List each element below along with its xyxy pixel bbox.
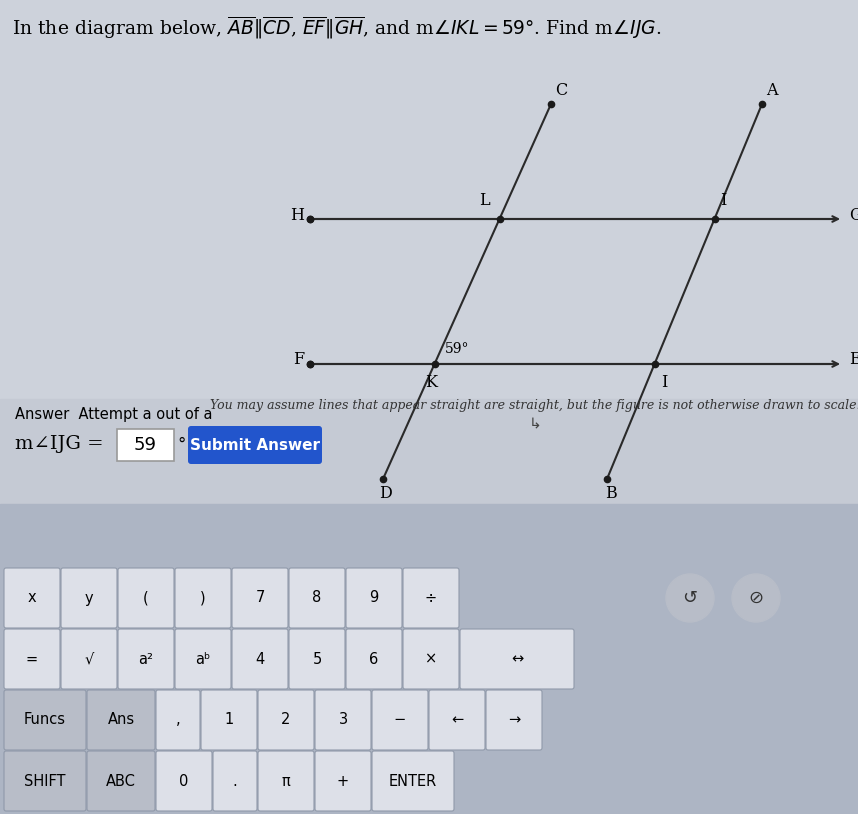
FancyBboxPatch shape: [4, 629, 60, 689]
Text: I: I: [661, 374, 668, 391]
Text: H: H: [290, 207, 304, 224]
Text: ×: ×: [425, 651, 437, 667]
FancyBboxPatch shape: [156, 751, 212, 811]
Text: In the diagram below, $\overline{AB} \| \overline{CD}$, $\overline{EF} \| \overl: In the diagram below, $\overline{AB} \| …: [12, 14, 662, 41]
FancyBboxPatch shape: [258, 751, 314, 811]
Text: ↳: ↳: [529, 416, 541, 431]
FancyBboxPatch shape: [201, 690, 257, 750]
FancyBboxPatch shape: [87, 690, 155, 750]
FancyBboxPatch shape: [372, 751, 454, 811]
Text: ⊘: ⊘: [748, 589, 764, 607]
FancyBboxPatch shape: [61, 568, 117, 628]
Text: 6: 6: [370, 651, 378, 667]
FancyBboxPatch shape: [289, 568, 345, 628]
FancyBboxPatch shape: [429, 690, 485, 750]
Text: 5: 5: [312, 651, 322, 667]
Text: −: −: [394, 712, 406, 728]
Text: °: °: [177, 436, 185, 454]
Text: 3: 3: [338, 712, 347, 728]
FancyBboxPatch shape: [4, 568, 60, 628]
Text: 8: 8: [312, 590, 322, 606]
FancyBboxPatch shape: [258, 690, 314, 750]
Bar: [0, 504, 858, 814]
Text: √: √: [84, 651, 94, 667]
FancyBboxPatch shape: [118, 568, 174, 628]
FancyBboxPatch shape: [403, 629, 459, 689]
Text: 7: 7: [256, 590, 264, 606]
Text: π: π: [281, 773, 290, 789]
Text: Submit Answer: Submit Answer: [190, 437, 320, 453]
Circle shape: [732, 574, 780, 622]
FancyBboxPatch shape: [232, 568, 288, 628]
FancyBboxPatch shape: [87, 751, 155, 811]
FancyBboxPatch shape: [118, 629, 174, 689]
Text: 59: 59: [134, 436, 157, 454]
FancyBboxPatch shape: [315, 690, 371, 750]
Text: K: K: [425, 374, 437, 391]
Text: G: G: [849, 207, 858, 224]
Text: x: x: [27, 590, 36, 606]
Text: ,: ,: [176, 712, 180, 728]
Text: B: B: [605, 485, 617, 502]
FancyBboxPatch shape: [372, 690, 428, 750]
FancyBboxPatch shape: [315, 751, 371, 811]
Text: ENTER: ENTER: [389, 773, 437, 789]
Text: aᵇ: aᵇ: [196, 651, 210, 667]
Text: E: E: [849, 352, 858, 369]
FancyBboxPatch shape: [4, 751, 86, 811]
Text: y: y: [85, 590, 94, 606]
Text: You may assume lines that appear straight are straight, but the figure is not ot: You may assume lines that appear straigh…: [209, 399, 858, 412]
FancyBboxPatch shape: [346, 629, 402, 689]
Text: a²: a²: [138, 651, 154, 667]
FancyBboxPatch shape: [61, 629, 117, 689]
Text: C: C: [555, 82, 567, 99]
Text: ←: ←: [450, 712, 463, 728]
Text: .: .: [233, 773, 238, 789]
Text: +: +: [337, 773, 349, 789]
Text: 0: 0: [179, 773, 189, 789]
FancyBboxPatch shape: [188, 426, 322, 464]
FancyBboxPatch shape: [4, 690, 86, 750]
Text: D: D: [378, 485, 391, 502]
Text: SHIFT: SHIFT: [24, 773, 66, 789]
FancyBboxPatch shape: [289, 629, 345, 689]
FancyBboxPatch shape: [175, 568, 231, 628]
Text: ): ): [200, 590, 206, 606]
Text: Ans: Ans: [107, 712, 135, 728]
Text: Funcs: Funcs: [24, 712, 66, 728]
Text: →: →: [508, 712, 520, 728]
FancyBboxPatch shape: [117, 429, 174, 461]
Text: ABC: ABC: [106, 773, 136, 789]
Text: 2: 2: [281, 712, 291, 728]
Text: 9: 9: [370, 590, 378, 606]
Text: L: L: [480, 192, 490, 209]
Text: A: A: [766, 82, 777, 99]
Text: =: =: [26, 651, 38, 667]
Text: (: (: [143, 590, 149, 606]
Text: Answer  Attempt a out of a: Answer Attempt a out of a: [15, 407, 213, 422]
FancyBboxPatch shape: [232, 629, 288, 689]
Circle shape: [666, 574, 714, 622]
Text: m∠IJG =: m∠IJG =: [15, 435, 104, 453]
Text: 1: 1: [225, 712, 233, 728]
FancyBboxPatch shape: [175, 629, 231, 689]
Text: ÷: ÷: [425, 590, 437, 606]
FancyBboxPatch shape: [403, 568, 459, 628]
FancyBboxPatch shape: [346, 568, 402, 628]
FancyBboxPatch shape: [460, 629, 574, 689]
FancyBboxPatch shape: [213, 751, 257, 811]
Bar: [0, 399, 858, 504]
Text: F: F: [293, 352, 304, 369]
Text: 4: 4: [256, 651, 264, 667]
Text: ↺: ↺: [682, 589, 698, 607]
FancyBboxPatch shape: [156, 690, 200, 750]
Text: I: I: [720, 192, 727, 209]
Text: 59°: 59°: [445, 342, 469, 356]
FancyBboxPatch shape: [486, 690, 542, 750]
Text: ↔: ↔: [511, 651, 523, 667]
